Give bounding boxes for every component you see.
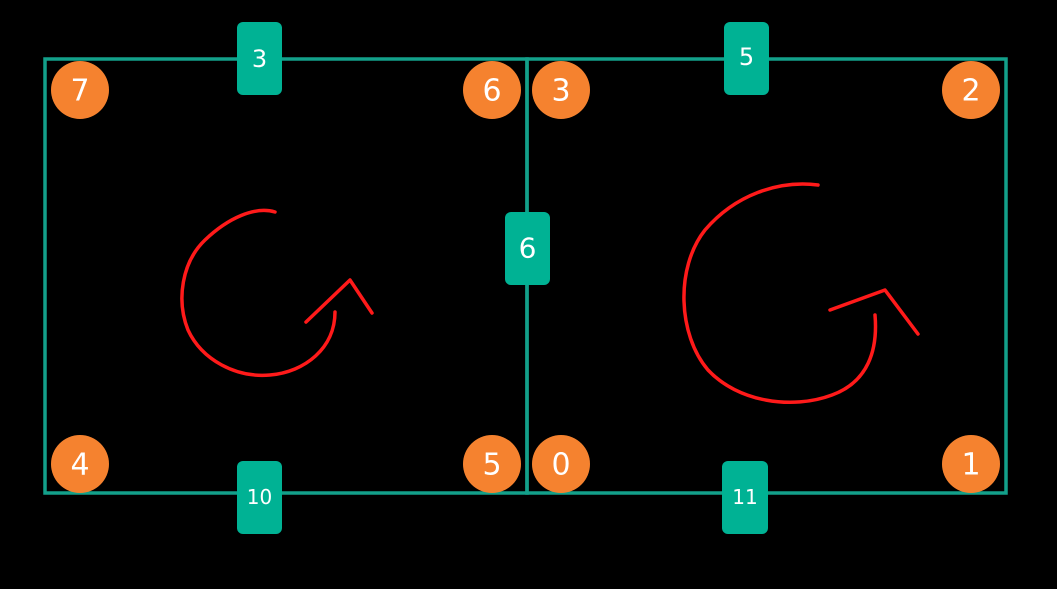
edge-badge-bottom-right: 11 (722, 461, 768, 534)
vertex-circle (942, 435, 1000, 493)
edge-badge-middle: 6 (505, 212, 550, 285)
vertex-circle (532, 435, 590, 493)
edge-badge-shape (237, 22, 282, 95)
edge-label: 6 (519, 232, 537, 265)
edge-badge-shape (505, 212, 550, 285)
left-arrowhead (304, 278, 374, 324)
right-circulation-arrow (682, 182, 878, 405)
vertex-circle (51, 435, 109, 493)
circulation-arrows (180, 182, 920, 405)
edge-badge-shape (724, 22, 769, 95)
right-face-outline (525, 57, 1008, 495)
vertex-label: 5 (482, 448, 501, 483)
edge-badge-bottom-left: 10 (237, 461, 282, 534)
vertex-circle (532, 61, 590, 119)
vertex-3: 3 (532, 61, 590, 119)
vertices: 7 6 3 2 4 5 0 1 (51, 61, 1000, 493)
vertex-label: 4 (70, 448, 89, 483)
edge-label: 11 (732, 485, 757, 509)
edge-label: 10 (247, 485, 272, 509)
vertex-circle (942, 61, 1000, 119)
vertex-label: 6 (482, 74, 501, 109)
left-face-outline (43, 57, 529, 495)
vertex-4: 4 (51, 435, 109, 493)
edge-badge-shape (722, 461, 768, 534)
edge-badges: 3 5 6 10 11 (237, 22, 769, 534)
edge-badge-shape (237, 461, 282, 534)
vertex-label: 1 (961, 448, 980, 483)
right-arrowhead (828, 288, 920, 336)
vertex-6: 6 (463, 61, 521, 119)
edge-badge-top-left: 3 (237, 22, 282, 95)
vertex-label: 2 (961, 74, 980, 109)
edge-label: 5 (739, 43, 754, 71)
edge-label: 3 (252, 45, 267, 73)
vertex-5: 5 (463, 435, 521, 493)
vertex-2: 2 (942, 61, 1000, 119)
vertex-label: 7 (70, 74, 89, 109)
vertex-circle (463, 435, 521, 493)
edge-badge-top-right: 5 (724, 22, 769, 95)
vertex-label: 0 (551, 448, 570, 483)
vertex-1: 1 (942, 435, 1000, 493)
left-circulation-arrow (180, 208, 337, 378)
vertex-circle (463, 61, 521, 119)
vertex-circle (51, 61, 109, 119)
vertex-7: 7 (51, 61, 109, 119)
vertex-label: 3 (551, 74, 570, 109)
vertex-0: 0 (532, 435, 590, 493)
